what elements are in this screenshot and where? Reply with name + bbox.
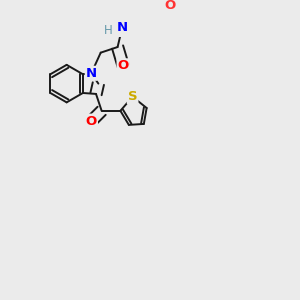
Text: N: N (86, 67, 97, 80)
Text: O: O (86, 115, 97, 128)
Text: S: S (128, 90, 137, 103)
Text: O: O (118, 59, 129, 72)
Text: H: H (103, 24, 112, 37)
Text: O: O (164, 0, 176, 12)
Text: N: N (117, 21, 128, 34)
